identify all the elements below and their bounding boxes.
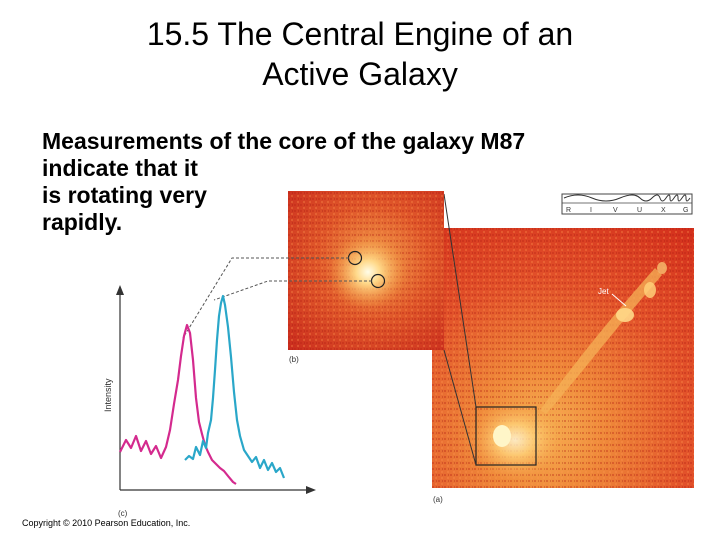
band-label-i: I bbox=[590, 207, 592, 214]
title-line-1: 15.5 The Central Engine of an bbox=[146, 16, 574, 52]
jet-label: Jet bbox=[598, 287, 609, 296]
aperture-pointer-lines bbox=[182, 257, 372, 339]
zoom-box bbox=[475, 406, 537, 466]
intensity-axis-label: Intensity bbox=[103, 378, 113, 412]
body-line-1: Measurements of the core of the galaxy M… bbox=[42, 128, 526, 154]
band-label-v: V bbox=[613, 207, 618, 214]
body-text: Measurements of the core of the galaxy M… bbox=[42, 128, 642, 236]
slide-title: 15.5 The Central Engine of an Active Gal… bbox=[60, 14, 660, 94]
zoom-connector-lines bbox=[443, 193, 477, 466]
panel-a-label: (a) bbox=[433, 495, 443, 504]
band-label-x: X bbox=[661, 207, 666, 214]
spectrum-band: R I V U X G bbox=[561, 193, 693, 215]
panel-c-label: (c) bbox=[118, 509, 128, 518]
panel-b-label: (b) bbox=[289, 355, 299, 364]
jet-feature bbox=[540, 268, 662, 414]
band-label-u: U bbox=[637, 207, 642, 214]
redshift-curve bbox=[119, 323, 237, 485]
body-line-4: rapidly. bbox=[42, 209, 123, 235]
blueshift-curve bbox=[184, 294, 286, 479]
band-label-r: R bbox=[566, 207, 571, 214]
galaxy-image-panel-a: Jet bbox=[432, 228, 694, 488]
title-line-2: Active Galaxy bbox=[262, 56, 458, 92]
body-line-3: is rotating very bbox=[42, 182, 207, 208]
body-line-2: indicate that it bbox=[42, 155, 198, 181]
spectrum-plot-panel-c: Intensity bbox=[103, 285, 316, 494]
copyright-notice: Copyright © 2010 Pearson Education, Inc. bbox=[22, 518, 191, 528]
core-image-panel-b bbox=[288, 191, 444, 350]
band-label-g: G bbox=[683, 207, 688, 214]
